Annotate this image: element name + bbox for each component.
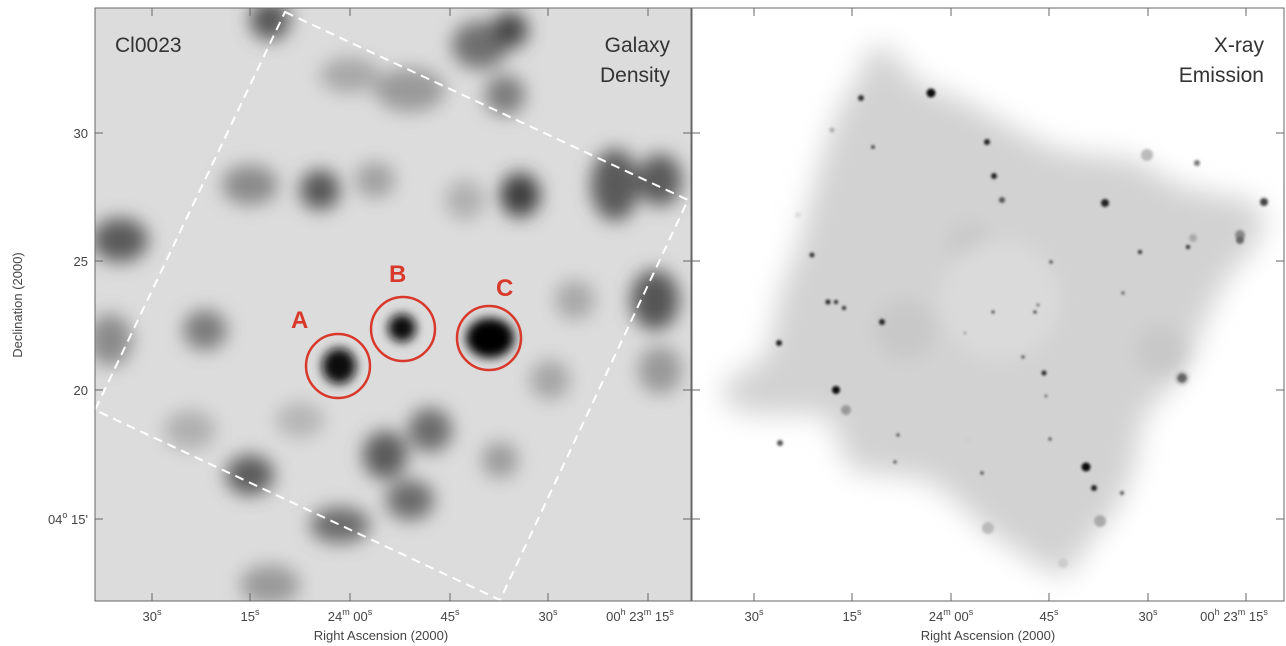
x-tick-label: 45s [441, 607, 460, 624]
x-tick-label: 24m 00s [929, 607, 974, 624]
region-a-circle [304, 332, 372, 400]
density-blobs [95, 8, 682, 601]
left-title-line1: Galaxy [605, 34, 671, 57]
x-tick-label: 30s [143, 607, 162, 624]
region-c-circle [455, 304, 523, 372]
y-tick-label-bottom: 04o 15' [48, 510, 88, 527]
y-tick-label: 30 [74, 126, 88, 141]
region-c-label: C [496, 275, 513, 302]
y-tick-label: 20 [74, 383, 88, 398]
left-panel-frame [94, 7, 692, 602]
right-panel-frame [691, 7, 1285, 602]
x-tick-label: 30s [1139, 607, 1158, 624]
region-b-circle [369, 295, 437, 363]
galaxy-density-panel [95, 8, 691, 601]
xray-emission-panel [692, 8, 1284, 601]
y-axis-label: Declination (2000) [10, 252, 25, 358]
xray-point-sources [776, 88, 1268, 568]
x-tick-label: 30s [745, 607, 764, 624]
tick-marks [95, 8, 1284, 601]
x-tick-label: 00h 23m 15s [606, 607, 674, 624]
right-title-line2: Emission [1179, 64, 1264, 87]
left-title-line2: Density [600, 64, 671, 87]
x-tick-label: 15s [843, 607, 862, 624]
x-tick-label: 24m 00s [328, 607, 373, 624]
x-axis-label-right: Right Ascension (2000) [921, 628, 1055, 643]
x-tick-label: 00h 23m 15s [1200, 607, 1268, 624]
x-axis-label-left: Right Ascension (2000) [314, 628, 448, 643]
y-tick-label: 25 [74, 254, 88, 269]
density-peaks [322, 314, 514, 384]
region-b-label: B [389, 261, 406, 288]
xray-diffuse-patches [875, 223, 1185, 375]
cluster-id-label: Cl0023 [115, 34, 182, 57]
right-title-line1: X-ray [1214, 34, 1265, 57]
x-tick-label: 15s [241, 607, 260, 624]
field-of-view-box [95, 10, 690, 601]
region-a-label: A [291, 307, 308, 334]
x-tick-label: 45s [1040, 607, 1059, 624]
x-tick-label: 30s [539, 607, 558, 624]
